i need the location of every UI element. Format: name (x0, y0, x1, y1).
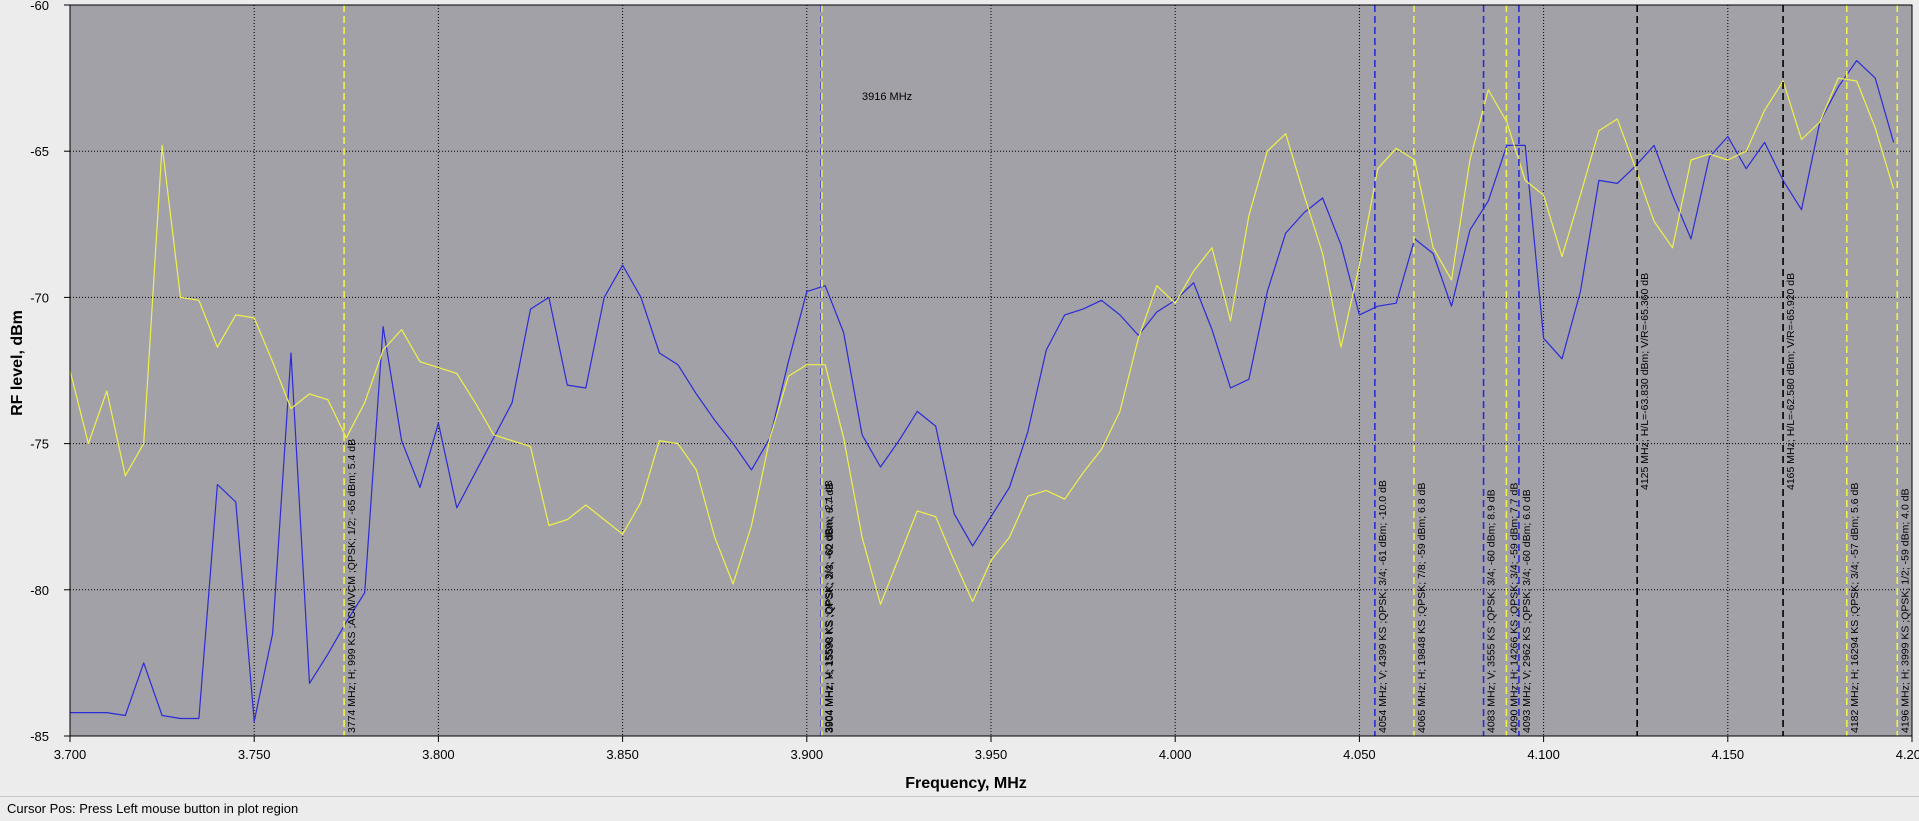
x-tick-label: 4.050 (1343, 747, 1376, 762)
carrier-markers: 3774 MHz; H; 999 KS ;ACM/VCM ;QPSK; 1/2;… (343, 5, 1911, 736)
axes: 3.700 3.750 3.800 3.850 3.900 3.950 4.000 4.050… (30, 0, 1919, 762)
carrier-marker-label: 4054 MHz; V; 4399 KS ;QPSK; 3/4; -61 dBm… (1377, 480, 1389, 733)
carrier-marker-label: 3904 MHz; V; 15590 KS ;QPSK; 3/4; -60 dB… (823, 480, 835, 733)
series-line-yellow (69, 77, 1895, 606)
status-bar: Cursor Pos: Press Left mouse button in p… (0, 796, 1919, 821)
y-axis-title: RF level, dBm (9, 310, 26, 416)
x-tick-label: 3.950 (975, 747, 1008, 762)
x-tick-label: 3.900 (791, 747, 824, 762)
carrier-marker-label: 4182 MHz; H; 16294 KS ;QPSK; 3/4; -57 dB… (1849, 483, 1861, 733)
x-tick-label: 4.000 (1159, 747, 1192, 762)
series-line-blue (70, 59, 1895, 723)
center-frequency-label: 3916 MHz (862, 91, 912, 103)
x-tick-label: 4.100 (1527, 747, 1560, 762)
x-tick-label: 3.700 (54, 747, 87, 762)
x-tick-label: 3.800 (422, 747, 455, 762)
x-tick-label: 4.150 (1712, 747, 1745, 762)
x-tick-label: 3.750 (238, 747, 271, 762)
carrier-marker-label: 3774 MHz; H; 999 KS ;ACM/VCM ;QPSK; 1/2;… (346, 439, 358, 733)
x-axis-title: Frequency, MHz (905, 775, 1027, 792)
carrier-marker-label: 4165 MHz; H/L=-62.580 dBm; V/R=-65.920 d… (1785, 273, 1797, 490)
y-tick-label: -85 (30, 729, 49, 744)
carrier-marker-label: 4093 MHz; V; 2962 KS ;QPSK; 3/4; -60 dBm… (1521, 489, 1533, 733)
carrier-marker-label: 4196 MHz; H; 3999 KS ;QPSK; 1/2; -59 dBm… (1899, 488, 1911, 733)
x-tick-label: 3.850 (606, 747, 639, 762)
y-tick-label: -70 (30, 290, 49, 305)
x-tick-label: 4.200 (1896, 747, 1919, 762)
carrier-marker-label: 4090 MHz; H; 14266 KS ;QPSK; 3/4; -59 dB… (1508, 483, 1520, 733)
series-layer (69, 59, 1895, 723)
carrier-marker-label: 4125 MHz; H/L=-63.830 dBm; V/R=-65.360 d… (1639, 273, 1651, 490)
y-tick-label: -60 (30, 0, 49, 13)
y-tick-label: -65 (30, 144, 49, 159)
grid (70, 5, 1912, 736)
y-tick-label: -80 (30, 583, 49, 598)
carrier-marker-label: 4065 MHz; H; 19848 KS ;QPSK; 7/8; -59 dB… (1416, 483, 1428, 733)
carrier-marker-label: 3904 MHz; H; 15598 KS ;QPSK; 2/3; -62 dB… (824, 483, 836, 733)
carrier-marker-label: 4083 MHz; V; 3555 KS ;QPSK; 3/4; -60 dBm… (1486, 489, 1498, 733)
y-tick-label: -75 (30, 437, 49, 452)
